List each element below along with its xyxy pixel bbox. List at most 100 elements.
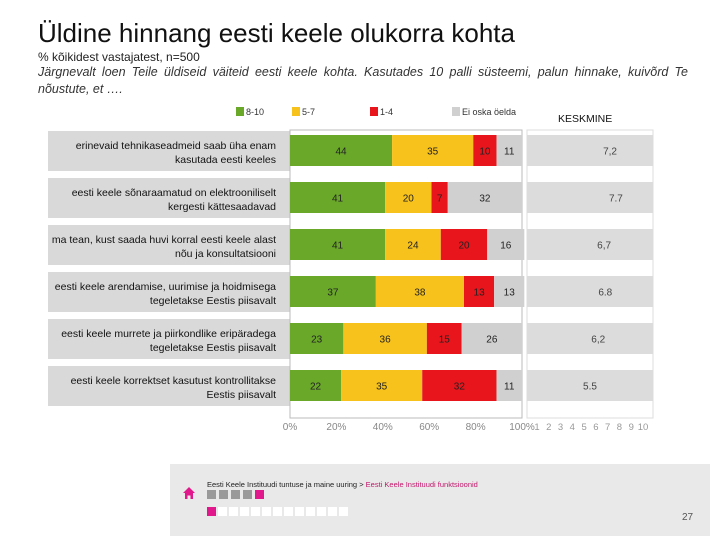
bar-label-4-1: 36 bbox=[380, 335, 392, 346]
bar-0-3 bbox=[496, 135, 522, 166]
nav-row2-square-2[interactable] bbox=[229, 507, 238, 516]
bar-label-5-2: 32 bbox=[454, 382, 466, 393]
mean-band-2 bbox=[527, 229, 653, 260]
bar-5-3 bbox=[496, 370, 522, 401]
bar-label-2-2: 20 bbox=[458, 241, 470, 252]
bar-label-1-2: 7 bbox=[437, 194, 443, 205]
bar-label-3-1: 38 bbox=[414, 288, 426, 299]
bar-2-1 bbox=[385, 229, 441, 260]
nav-row2-square-7[interactable] bbox=[284, 507, 293, 516]
bar-label-2-0: 41 bbox=[332, 241, 344, 252]
bar-label-1-3: 32 bbox=[479, 194, 491, 205]
nav-row2-square-1[interactable] bbox=[218, 507, 227, 516]
bar-label-4-0: 23 bbox=[311, 335, 323, 346]
nav-row2-square-10[interactable] bbox=[317, 507, 326, 516]
page-number: 27 bbox=[682, 512, 694, 523]
nav-row2-square-0[interactable] bbox=[207, 507, 216, 516]
nav-row1-square-2[interactable] bbox=[231, 490, 240, 499]
category-label-3: eesti keele arendamise, uurimise ja hoid… bbox=[54, 281, 276, 307]
legend-swatch-1 bbox=[292, 107, 300, 116]
category-label-4: eesti keele murrete ja piirkondlike erip… bbox=[61, 328, 276, 354]
category-band-5 bbox=[48, 366, 290, 406]
mean-label-5: 5.5 bbox=[583, 382, 597, 393]
nav-row1-square-0[interactable] bbox=[207, 490, 216, 499]
x-tick-4: 80% bbox=[466, 422, 486, 433]
legend-swatch-2 bbox=[370, 107, 378, 116]
mean-label-1: 7.7 bbox=[609, 194, 623, 205]
category-label-2: ma tean, kust saada huvi korral eesti ke… bbox=[51, 234, 276, 260]
bar-5-0 bbox=[290, 370, 342, 401]
bar-label-3-2: 13 bbox=[474, 288, 486, 299]
nav-row2-square-9[interactable] bbox=[306, 507, 315, 516]
bar-label-4-3: 26 bbox=[486, 335, 498, 346]
bar-label-2-1: 24 bbox=[407, 241, 419, 252]
nav-row1-square-1[interactable] bbox=[219, 490, 228, 499]
bar-label-1-1: 20 bbox=[403, 194, 415, 205]
category-band-0 bbox=[48, 131, 290, 171]
bar-3-0 bbox=[290, 276, 376, 307]
bar-label-2-3: 16 bbox=[500, 241, 512, 252]
bar-0-0 bbox=[290, 135, 393, 166]
bar-label-5-0: 22 bbox=[310, 382, 322, 393]
mean-tick-2: 3 bbox=[558, 422, 563, 433]
bar-label-3-0: 37 bbox=[327, 288, 339, 299]
bar-label-1-0: 41 bbox=[332, 194, 344, 205]
bar-label-0-3: 11 bbox=[504, 147, 515, 158]
legend-label-2: 1-4 bbox=[380, 107, 393, 117]
nav-row2-square-6[interactable] bbox=[273, 507, 282, 516]
nav-row1-square-3[interactable] bbox=[243, 490, 252, 499]
category-label-0: erinevaid tehnikaseadmeid saab üha enam … bbox=[75, 140, 276, 166]
page-title: Üldine hinnang eesti keele olukorra koht… bbox=[38, 18, 515, 48]
bar-0-1 bbox=[392, 135, 474, 166]
legend-label-3: Ei oska öelda bbox=[462, 107, 516, 117]
bar-3-2 bbox=[464, 276, 495, 307]
mean-label-3: 6.8 bbox=[598, 288, 612, 299]
bar-label-3-3: 13 bbox=[504, 288, 516, 299]
nav-row2-square-4[interactable] bbox=[251, 507, 260, 516]
bar-label-0-2: 10 bbox=[479, 147, 491, 158]
mean-tick-3: 4 bbox=[570, 422, 575, 433]
nav-row2-square-5[interactable] bbox=[262, 507, 271, 516]
bar-4-3 bbox=[461, 323, 522, 354]
bar-label-5-3: 11 bbox=[504, 382, 515, 393]
bar-1-3 bbox=[447, 182, 522, 213]
bar-label-0-1: 35 bbox=[427, 147, 439, 158]
category-band-1 bbox=[48, 178, 290, 218]
mean-tick-7: 8 bbox=[617, 422, 622, 433]
nav-row1-square-4[interactable] bbox=[255, 490, 264, 499]
bar-1-0 bbox=[290, 182, 386, 213]
mean-band-1 bbox=[527, 182, 653, 213]
nav-row2-square-8[interactable] bbox=[295, 507, 304, 516]
nav-row2-square-3[interactable] bbox=[240, 507, 249, 516]
category-band-4 bbox=[48, 319, 290, 359]
mean-band-5 bbox=[527, 370, 653, 401]
category-label-1: eesti keele sõnaraamatud on elektroonili… bbox=[71, 187, 276, 213]
mean-band-3 bbox=[527, 276, 653, 307]
bar-4-2 bbox=[426, 323, 462, 354]
bar-4-1 bbox=[343, 323, 427, 354]
mean-label-4: 6,2 bbox=[591, 335, 605, 346]
breadcrumb-main: Eesti Keele Instituudi tuntuse ja maine … bbox=[207, 480, 358, 489]
mean-label-2: 6,7 bbox=[597, 241, 611, 252]
mean-band-4 bbox=[527, 323, 653, 354]
x-tick-2: 40% bbox=[373, 422, 393, 433]
bar-5-2 bbox=[422, 370, 497, 401]
mean-tick-1: 2 bbox=[546, 422, 551, 433]
breadcrumb-link[interactable]: Eesti Keele Instituudi funktsioonid bbox=[365, 480, 478, 489]
category-band-2 bbox=[48, 225, 290, 265]
bar-0-2 bbox=[473, 135, 497, 166]
mean-title: KESKMINE bbox=[558, 113, 612, 125]
nav-row2-square-11[interactable] bbox=[328, 507, 337, 516]
bar-2-3 bbox=[487, 229, 525, 260]
nav-row2-square-12[interactable] bbox=[339, 507, 348, 516]
mean-tick-4: 5 bbox=[581, 422, 586, 433]
legend-swatch-0 bbox=[236, 107, 244, 116]
bar-1-1 bbox=[385, 182, 432, 213]
page-subtitle: % kõikidest vastajatest, n=500 bbox=[38, 50, 200, 64]
mean-tick-5: 6 bbox=[593, 422, 598, 433]
bar-1-2 bbox=[431, 182, 448, 213]
home-icon[interactable] bbox=[182, 486, 196, 505]
bar-label-0-0: 44 bbox=[335, 147, 347, 158]
survey-question: Järgnevalt loen Teile üldiseid väiteid e… bbox=[38, 65, 688, 96]
